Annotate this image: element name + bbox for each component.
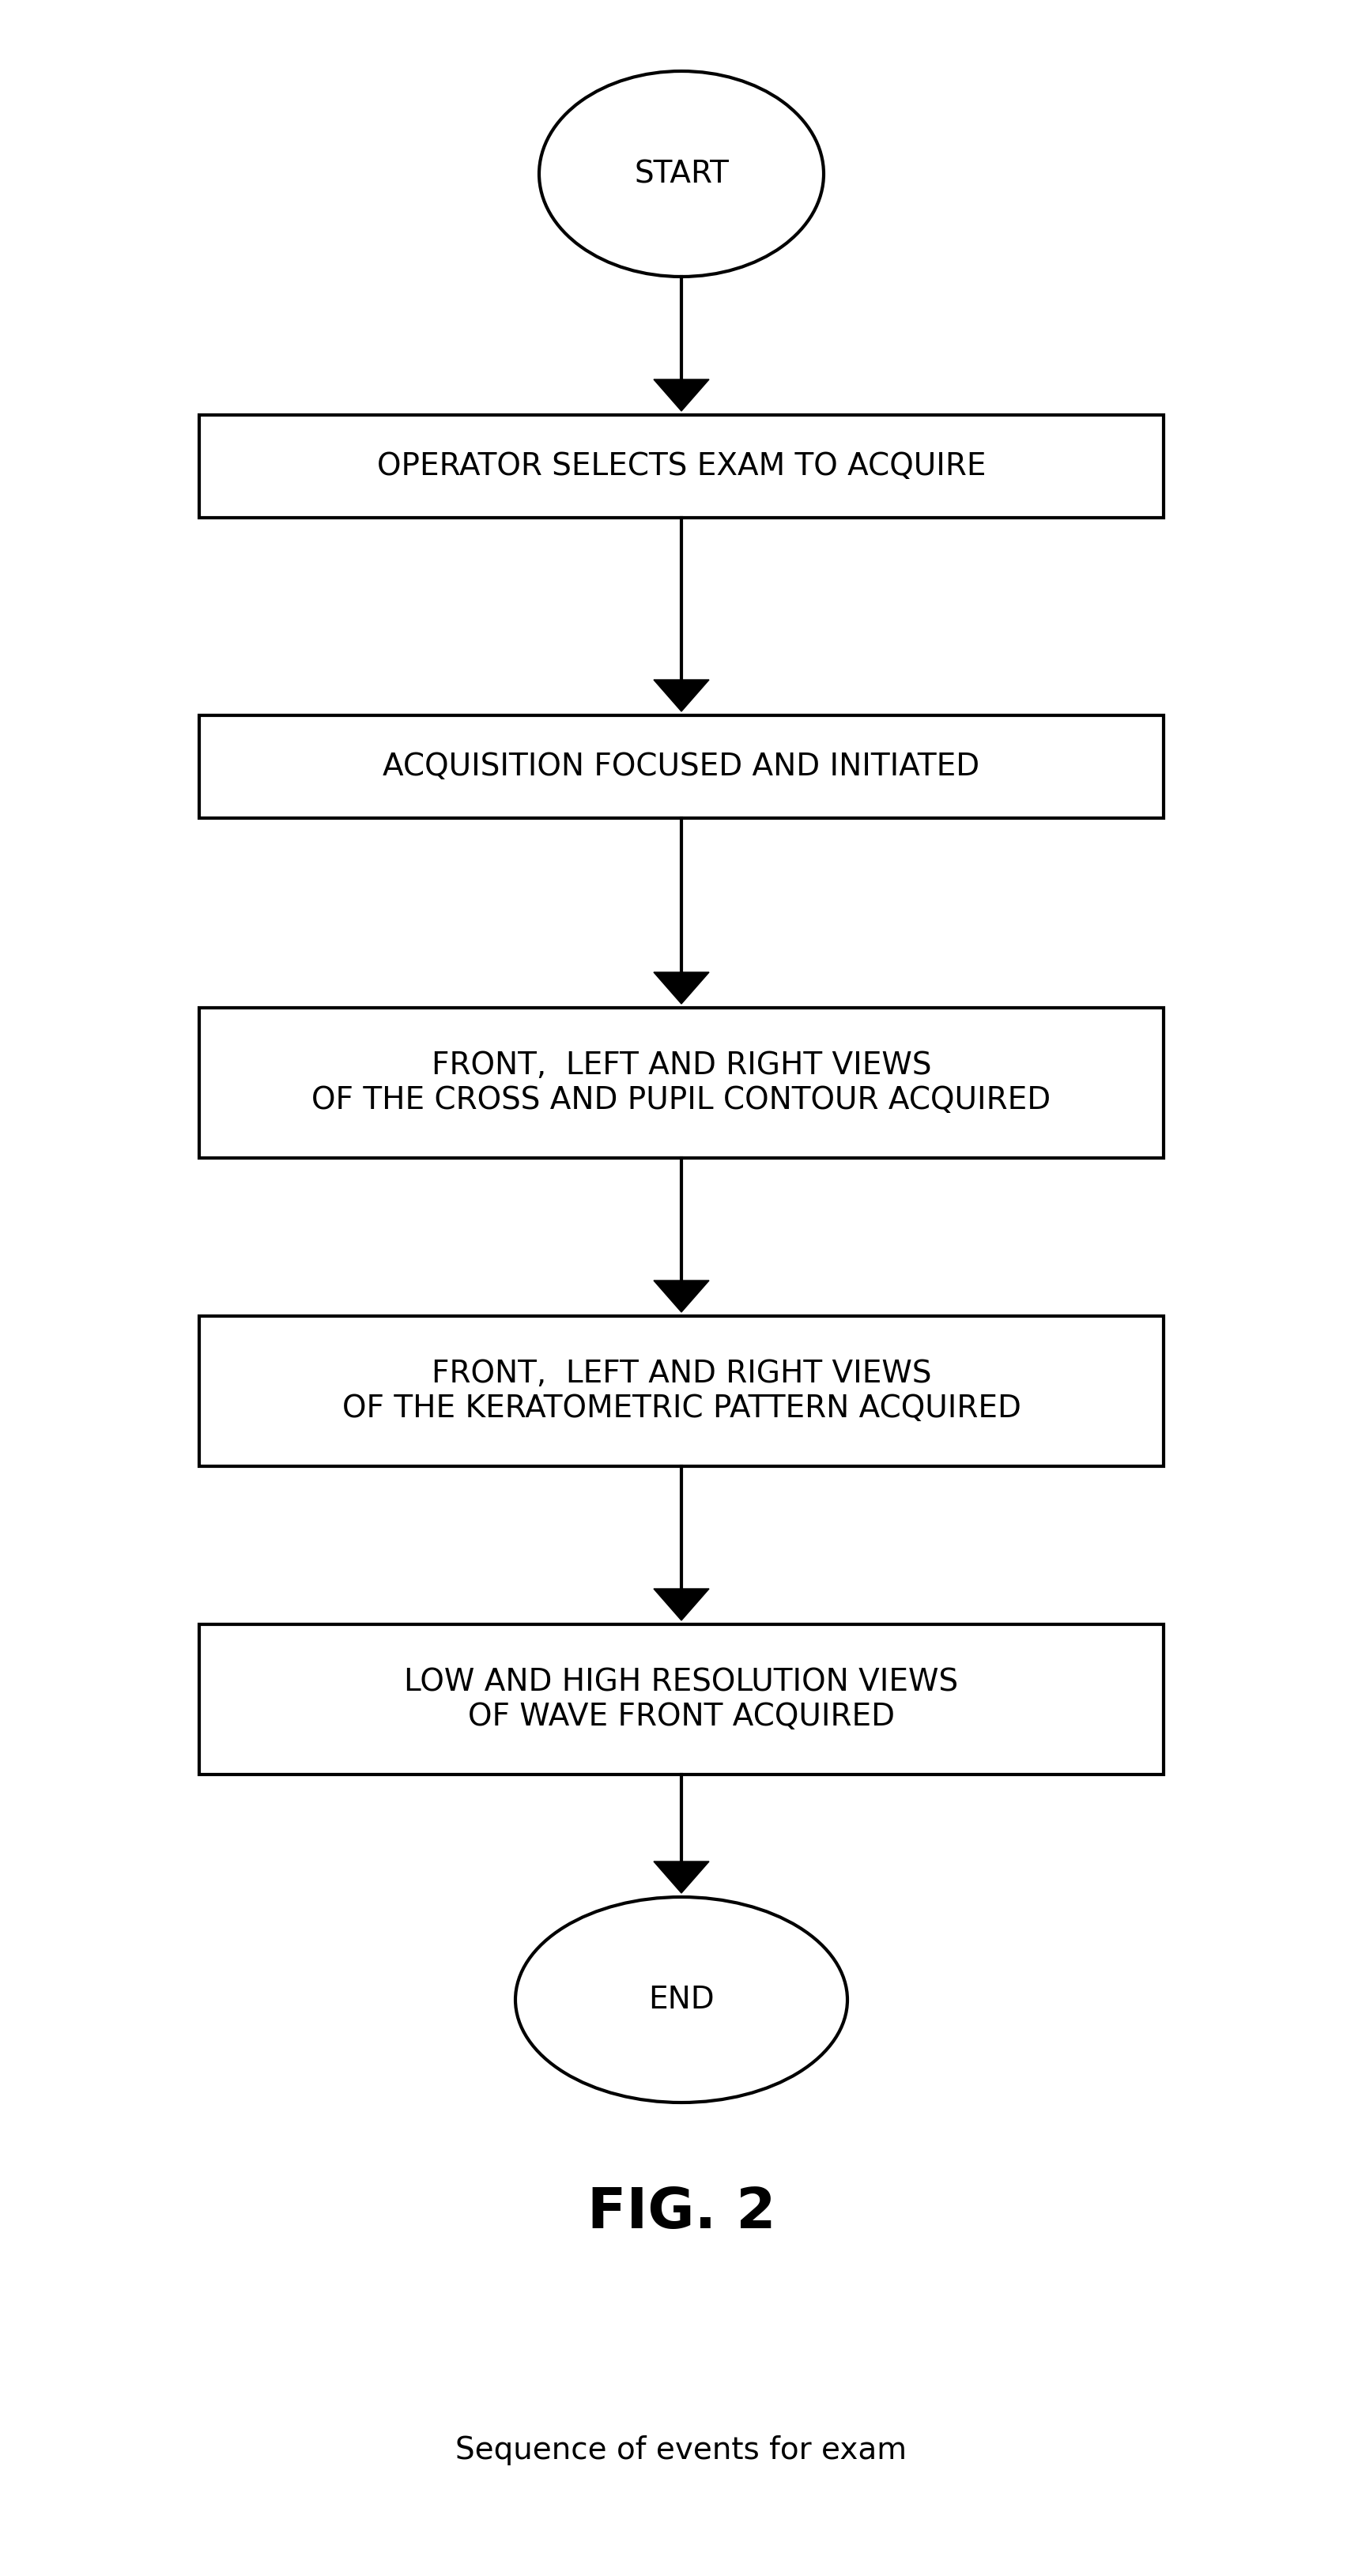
Text: LOW AND HIGH RESOLUTION VIEWS
OF WAVE FRONT ACQUIRED: LOW AND HIGH RESOLUTION VIEWS OF WAVE FR… — [405, 1667, 957, 1731]
Text: FRONT,  LEFT AND RIGHT VIEWS
OF THE KERATOMETRIC PATTERN ACQUIRED: FRONT, LEFT AND RIGHT VIEWS OF THE KERAT… — [342, 1358, 1020, 1425]
Polygon shape — [654, 1280, 708, 1311]
Text: Sequence of events for exam: Sequence of events for exam — [455, 2434, 907, 2465]
Bar — [199, 1316, 1163, 1466]
Bar — [199, 716, 1163, 819]
Bar — [199, 1625, 1163, 1775]
Text: FIG. 2: FIG. 2 — [587, 2187, 775, 2241]
Bar — [199, 1007, 1163, 1159]
Text: START: START — [633, 160, 729, 188]
Polygon shape — [654, 1862, 708, 1893]
Polygon shape — [654, 680, 708, 711]
Text: ACQUISITION FOCUSED AND INITIATED: ACQUISITION FOCUSED AND INITIATED — [383, 752, 979, 781]
Polygon shape — [654, 971, 708, 1005]
Text: OPERATOR SELECTS EXAM TO ACQUIRE: OPERATOR SELECTS EXAM TO ACQUIRE — [377, 451, 985, 482]
Text: FRONT,  LEFT AND RIGHT VIEWS
OF THE CROSS AND PUPIL CONTOUR ACQUIRED: FRONT, LEFT AND RIGHT VIEWS OF THE CROSS… — [312, 1051, 1050, 1115]
Polygon shape — [654, 379, 708, 412]
Polygon shape — [654, 1589, 708, 1620]
Bar — [199, 415, 1163, 518]
Text: END: END — [648, 1984, 714, 2014]
